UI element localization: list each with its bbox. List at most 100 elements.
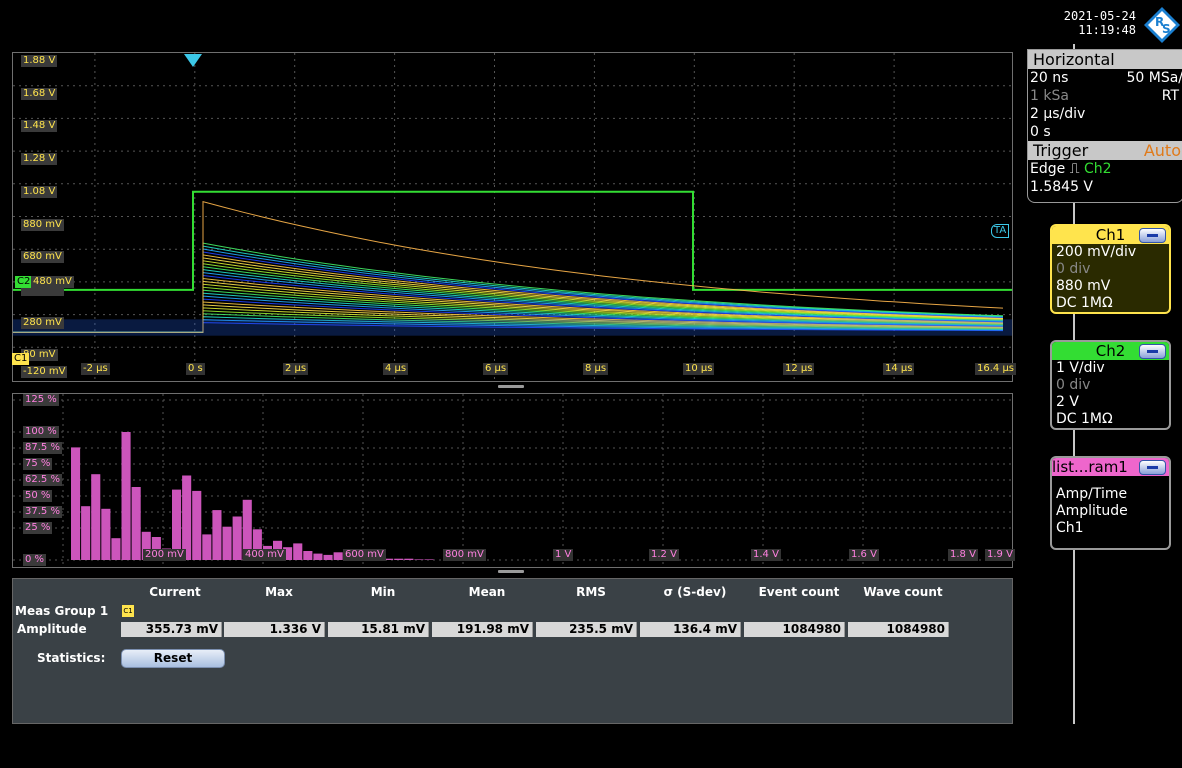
ch1-trace: [13, 301, 1004, 333]
histogram-bar: [91, 474, 101, 560]
trigger-mode-value: Auto: [1143, 141, 1181, 160]
waveform-x-tick-label: 16.4 µs: [975, 363, 1017, 375]
ch1-trace: [13, 319, 1004, 333]
histogram-bar: [242, 499, 252, 560]
ch1-trace: [13, 322, 1004, 333]
ch2-panel[interactable]: Ch2 1 V/div 0 div 2 V DC 1MΩ: [1050, 340, 1171, 430]
histogram-panel[interactable]: list...ram1 Amp/Time Amplitude Ch1: [1050, 456, 1171, 550]
histogram-bar: [222, 526, 232, 560]
histogram-bar: [71, 447, 81, 560]
histogram-x-tick-label: 600 mV: [343, 549, 386, 561]
ch1-panel[interactable]: Ch1 200 mV/div 0 div 880 mV DC 1MΩ: [1050, 224, 1171, 314]
header-sdev: σ (S-dev): [663, 585, 727, 599]
ch1-trace: [13, 295, 1004, 333]
header-rms: RMS: [576, 585, 606, 599]
channel-tag-badge: C1: [122, 605, 134, 617]
ch1-coupling: DC 1MΩ: [1056, 295, 1113, 311]
diagram-splitter-1[interactable]: [498, 385, 524, 388]
histogram-diagram[interactable]: 125 % 100 % 87.5 % 75 % 62.5 % 50 % 37.5 % 25 %…: [12, 393, 1015, 568]
horizontal-position-value: 0 s: [1030, 124, 1051, 140]
histogram-bar: [101, 508, 111, 560]
ch1-trace: [13, 286, 1004, 333]
histogram-bar: [424, 559, 434, 560]
histogram-bar: [182, 475, 192, 560]
header-wave-count: Wave count: [863, 585, 943, 599]
svg-text:S: S: [1162, 22, 1171, 36]
histogram-x-tick-label: 1.8 V: [948, 549, 978, 561]
histogram-y-tick-label: 100 %: [23, 426, 59, 438]
ch2-level-label: 480 mV: [31, 276, 74, 288]
ch2-offset: 2 V: [1056, 394, 1079, 410]
diagram-splitter-2[interactable]: [498, 570, 524, 573]
time-scale-value: 2 µs/div: [1030, 106, 1086, 122]
histogram-y-tick-label: 37.5 %: [23, 506, 62, 518]
histogram-bar: [131, 487, 141, 560]
histogram-bar: [232, 516, 242, 560]
histogram-bar: [212, 510, 222, 560]
ch1-trace: [13, 269, 1004, 333]
histogram-plot: [13, 394, 1012, 567]
histogram-bar: [384, 558, 394, 560]
trigger-header[interactable]: Trigger Auto: [1028, 141, 1182, 160]
horizontal-trigger-panel[interactable]: Horizontal 20 ns 50 MSa/ 1 kSa RT 2 µs/d…: [1027, 49, 1182, 203]
histogram-y-tick-label: 125 %: [23, 394, 59, 406]
value-min: 15.81 mV: [328, 622, 429, 637]
trigger-level-marker: TA: [991, 224, 1010, 238]
value-current: 355.73 mV: [121, 622, 222, 637]
value-max: 1.336 V: [224, 622, 325, 637]
ch1-header: Ch1: [1052, 226, 1169, 244]
ch1-title: Ch1: [1095, 226, 1126, 244]
waveform-y-tick-label: 680 mV: [21, 251, 64, 264]
waveform-diagram[interactable]: 1.88 V 1.68 V 1.48 V 1.28 V 1.08 V 880 mV 680 …: [12, 52, 1017, 382]
horizontal-row-2: 1 kSa RT: [1028, 87, 1182, 105]
waveform-y-tick-label: 1.08 V: [21, 185, 58, 198]
histogram-bar: [404, 558, 414, 560]
value-sdev: 136.4 mV: [640, 622, 741, 637]
ch1-minimize-icon[interactable]: [1139, 228, 1166, 243]
waveform-plot: [13, 53, 1012, 381]
resolution-value: 20 ns: [1030, 70, 1069, 86]
histogram-minimize-icon[interactable]: [1139, 460, 1166, 475]
histogram-x-tick-label: 800 mV: [443, 549, 486, 561]
ch1-offset: 880 mV: [1056, 278, 1111, 294]
value-wave-count: 1084980: [848, 622, 949, 637]
histogram-y-tick-label: 25 %: [23, 522, 53, 534]
waveform-y-tick-label: 880 mV: [21, 218, 64, 231]
reset-button[interactable]: Reset: [121, 649, 225, 668]
acq-mode-value: RT: [1161, 88, 1179, 104]
ch1-trace: [13, 242, 1004, 333]
histogram-x-tick-label: 1.4 V: [751, 549, 781, 561]
waveform-y-tick-label: 280 mV: [21, 316, 64, 329]
histogram-bar: [323, 554, 333, 560]
histogram-y-tick-label: 0 %: [23, 554, 47, 566]
ch2-minimize-icon[interactable]: [1139, 344, 1166, 359]
waveform-y-tick-label: 1.48 V: [21, 120, 58, 133]
sample-rate-value: 50 MSa/: [1126, 70, 1182, 86]
histogram-x-tick-label: 1.9 V: [985, 549, 1015, 561]
histogram-bar: [202, 534, 212, 560]
histogram-bar: [81, 506, 91, 560]
time-text: 11:19:48: [1078, 23, 1136, 37]
trigger-source-value: Ch2: [1083, 161, 1112, 177]
waveform-x-tick-label: 6 µs: [483, 363, 509, 375]
ch1-trace: [13, 310, 1004, 333]
trigger-row-1: Edge ⎍ Ch2: [1028, 160, 1182, 178]
waveform-y-tick-label: -120 mV: [21, 366, 68, 378]
meas-row-label: Amplitude: [17, 622, 87, 636]
ch1-trace: [13, 277, 1004, 333]
value-event-count: 1084980: [744, 622, 845, 637]
waveform-y-tick-label: 1.28 V: [21, 153, 58, 166]
histogram-bar: [172, 489, 182, 560]
ch1-trace: [13, 298, 1004, 333]
ch1-offset-div: 0 div: [1056, 261, 1091, 277]
horizontal-row-1: 20 ns 50 MSa/: [1028, 69, 1182, 87]
rs-logo-icon: R S: [1144, 7, 1180, 43]
statistics-label: Statistics:: [37, 651, 106, 665]
histogram-bar: [313, 553, 323, 560]
histogram-panel-title: list...ram1: [1052, 458, 1128, 476]
date-text: 2021-05-24: [1063, 9, 1136, 23]
ch2-header: Ch2: [1052, 342, 1169, 360]
ch1-level-marker: C1: [12, 353, 30, 365]
histogram-header: list...ram1: [1052, 458, 1169, 476]
ch1-trace: [13, 272, 1004, 333]
